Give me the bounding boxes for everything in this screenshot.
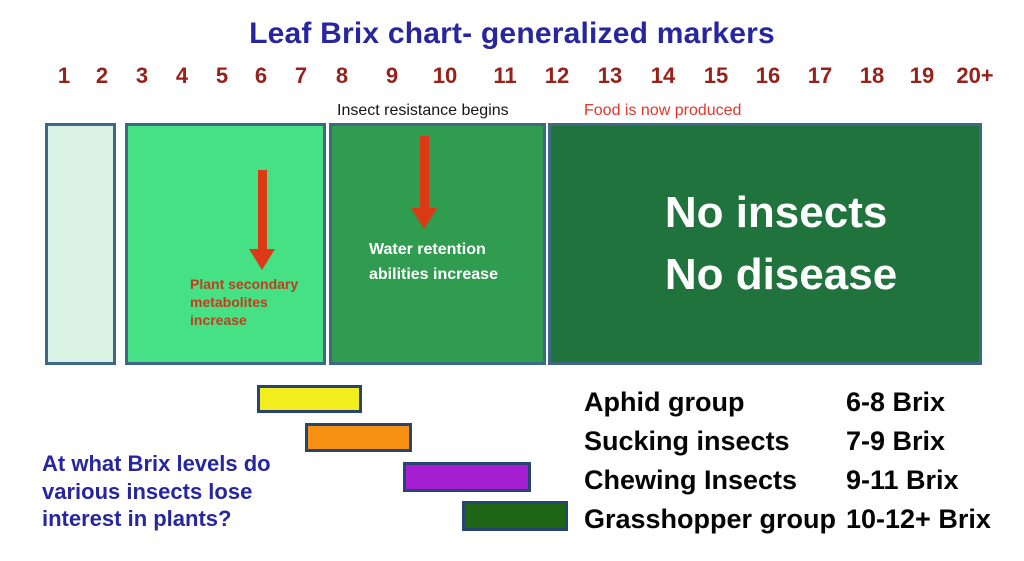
range-bar-3 <box>403 462 531 492</box>
arrow-shaft <box>257 170 267 249</box>
legend-insect-label: Chewing Insects <box>584 465 798 495</box>
question-text: At what Brix levels do various insects l… <box>42 451 271 532</box>
range-bar-4 <box>462 501 568 531</box>
range-bar-2 <box>305 423 412 452</box>
brix-scale-label-10: 10 <box>432 63 458 88</box>
brix-scale-label-14: 14 <box>650 63 676 88</box>
range-bar-1 <box>257 385 362 413</box>
brix-scale-label-16: 16 <box>755 63 781 88</box>
brix-scale-label-9: 9 <box>385 63 399 88</box>
metabolites-label: Plant secondary metabolites increase <box>190 276 299 328</box>
brix-zone-3-7: Plant secondary metabolites increase <box>125 123 326 365</box>
brix-scale-label-4: 4 <box>175 63 189 88</box>
brix-scale-label-17: 17 <box>807 63 833 88</box>
legend-insect-label: Grasshopper group <box>584 504 837 534</box>
brix-scale-label-7: 7 <box>294 63 308 88</box>
brix-zone-1-2 <box>45 123 116 365</box>
legend-insect-label: Aphid group <box>584 387 745 417</box>
brix-scale-label-13: 13 <box>597 63 623 88</box>
brix-scale-label-6: 6 <box>254 63 268 88</box>
arrow-head <box>249 249 275 270</box>
legend-row-1: Aphid group 6-8 Brix <box>584 383 991 422</box>
down-arrow-icon <box>249 170 275 270</box>
arrow-shaft <box>419 136 429 208</box>
brix-scale-label-18: 18 <box>859 63 885 88</box>
brix-scale-label-11: 11 <box>493 63 517 88</box>
brix-scale-label-3: 3 <box>135 63 149 88</box>
no-insects-label: No insects No disease <box>664 188 898 299</box>
brix-scale: 1 2 3 4 5 6 7 8 9 10 11 12 13 14 15 16 17 18 19 20+ <box>0 63 1024 91</box>
brix-scale-label-20+: 20+ <box>956 63 994 88</box>
legend-brix-range: 7-9 Brix <box>846 426 946 456</box>
page-title: Leaf Brix chart- generalized markers <box>249 17 775 50</box>
legend: Aphid group 6-8 Brix Sucking insects 7-9 Br… <box>584 383 991 539</box>
legend-brix-range: 6-8 Brix <box>846 387 946 417</box>
water-retention-label: Water retention abilities increase <box>369 241 498 283</box>
brix-scale-label-2: 2 <box>95 63 109 88</box>
down-arrow-icon <box>411 136 437 229</box>
food-produced-annotation: Food is now produced <box>584 102 742 119</box>
legend-row-3: Chewing Insects 9-11 Brix <box>584 461 991 500</box>
brix-scale-label-1: 1 <box>57 63 71 88</box>
legend-row-2: Sucking insects 7-9 Brix <box>584 422 991 461</box>
brix-zone-12-20: No insects No disease <box>548 123 982 365</box>
brix-scale-label-5: 5 <box>215 63 229 88</box>
legend-insect-label: Sucking insects <box>584 426 790 456</box>
brix-scale-label-12: 12 <box>544 63 570 88</box>
brix-scale-label-19: 19 <box>909 63 935 88</box>
brix-zone-8-11: Water retention abilities increase <box>329 123 546 365</box>
legend-row-4: Grasshopper group 10-12+ Brix <box>584 500 991 539</box>
legend-brix-range: 9-11 Brix <box>846 465 959 495</box>
arrow-head <box>411 208 437 229</box>
brix-scale-label-15: 15 <box>703 63 729 88</box>
legend-brix-range: 10-12+ Brix <box>846 504 991 534</box>
brix-scale-label-8: 8 <box>335 63 349 88</box>
insect-resistance-annotation: Insect resistance begins <box>337 102 509 119</box>
